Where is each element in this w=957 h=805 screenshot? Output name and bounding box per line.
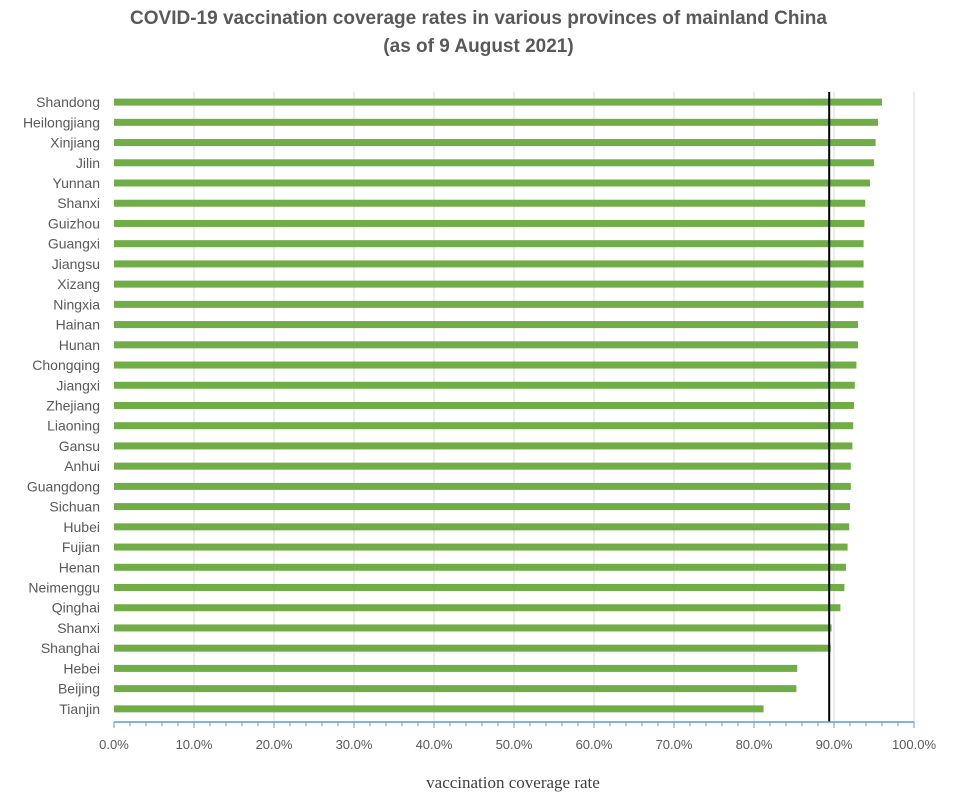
- bar: [114, 118, 878, 126]
- x-tick-label: 80.0%: [736, 737, 773, 752]
- tick-labels: 0.0% 10.0% 20.0% 30.0% 40.0% 50.0% 60.0% 70.0% 8…: [99, 737, 936, 752]
- bar: [114, 442, 853, 450]
- category-label: Jilin: [76, 155, 100, 171]
- bar: [114, 584, 845, 592]
- category-label: Shandong: [36, 94, 100, 110]
- category-label: Fujian: [62, 539, 100, 555]
- bar: [114, 644, 831, 652]
- x-axis: [113, 721, 915, 728]
- category-label: Henan: [59, 559, 100, 575]
- category-label: Tianjin: [59, 701, 100, 717]
- bar: [114, 98, 882, 106]
- bar: [114, 503, 850, 511]
- bar: [114, 482, 851, 490]
- category-label: Hainan: [56, 317, 100, 333]
- category-label: Heilongjiang: [23, 114, 100, 130]
- category-label: Shanxi: [57, 620, 100, 636]
- x-tick-label: 60.0%: [576, 737, 613, 752]
- x-tick-label: 40.0%: [416, 737, 453, 752]
- x-axis-label: vaccination coverage rate: [426, 773, 600, 792]
- category-label: Guizhou: [48, 215, 100, 231]
- x-tick-label: 50.0%: [496, 737, 533, 752]
- bar: [114, 604, 841, 612]
- bar: [114, 139, 876, 147]
- bar: [114, 321, 858, 329]
- x-tick-label: 70.0%: [656, 737, 693, 752]
- bar: [114, 199, 866, 207]
- category-label: Jiangxi: [56, 377, 100, 393]
- bars: [114, 98, 882, 713]
- bar: [114, 381, 855, 389]
- bar: [114, 543, 848, 551]
- bar: [114, 361, 857, 369]
- category-label: Gansu: [59, 438, 100, 454]
- bar: [114, 280, 864, 288]
- bar: [114, 563, 846, 571]
- category-label: Hubei: [63, 519, 100, 535]
- x-tick-label: 0.0%: [99, 737, 129, 752]
- category-label: Zhejiang: [46, 397, 100, 413]
- category-label: Beijing: [58, 681, 100, 697]
- category-label: Guangdong: [27, 478, 100, 494]
- bar: [114, 422, 854, 430]
- category-label: Shanghai: [41, 640, 100, 656]
- category-label: Liaoning: [47, 418, 100, 434]
- bar: [114, 705, 764, 713]
- bar: [114, 240, 864, 248]
- category-label: Jiangsu: [52, 256, 100, 272]
- bar: [114, 300, 864, 308]
- bar: [114, 260, 864, 268]
- bar: [114, 624, 832, 632]
- x-tick-label: 30.0%: [336, 737, 373, 752]
- category-labels: Shandong Heilongjiang Xinjiang Jilin Yunnan S…: [23, 94, 100, 717]
- bar: [114, 159, 874, 167]
- category-label: Hunan: [59, 337, 100, 353]
- category-label: Xizang: [57, 276, 100, 292]
- category-label: Ningxia: [53, 296, 100, 312]
- x-tick-label: 100.0%: [892, 737, 937, 752]
- x-tick-label: 90.0%: [816, 737, 853, 752]
- category-label: Xinjiang: [50, 135, 100, 151]
- bar: [114, 219, 865, 227]
- bar: [114, 685, 797, 693]
- bar: [114, 341, 858, 349]
- category-label: Hebei: [63, 660, 100, 676]
- chart-subtitle: (as of 9 August 2021): [383, 36, 574, 57]
- category-label: Yunnan: [53, 175, 101, 191]
- chart-title: COVID-19 vaccination coverage rates in v…: [130, 8, 827, 29]
- bar: [114, 462, 851, 470]
- bar: [114, 523, 850, 531]
- bar: [114, 401, 854, 409]
- category-label: Neimenggu: [28, 580, 100, 596]
- x-tick-label: 10.0%: [176, 737, 213, 752]
- x-tick-label: 20.0%: [256, 737, 293, 752]
- category-label: Chongqing: [32, 357, 100, 373]
- category-label: Sichuan: [49, 499, 100, 515]
- category-label: Guangxi: [48, 236, 100, 252]
- bar: [114, 179, 870, 187]
- bar: [114, 664, 798, 672]
- category-label: Qinghai: [52, 600, 100, 616]
- category-label: Anhui: [64, 458, 100, 474]
- category-label: Shanxi: [57, 195, 100, 211]
